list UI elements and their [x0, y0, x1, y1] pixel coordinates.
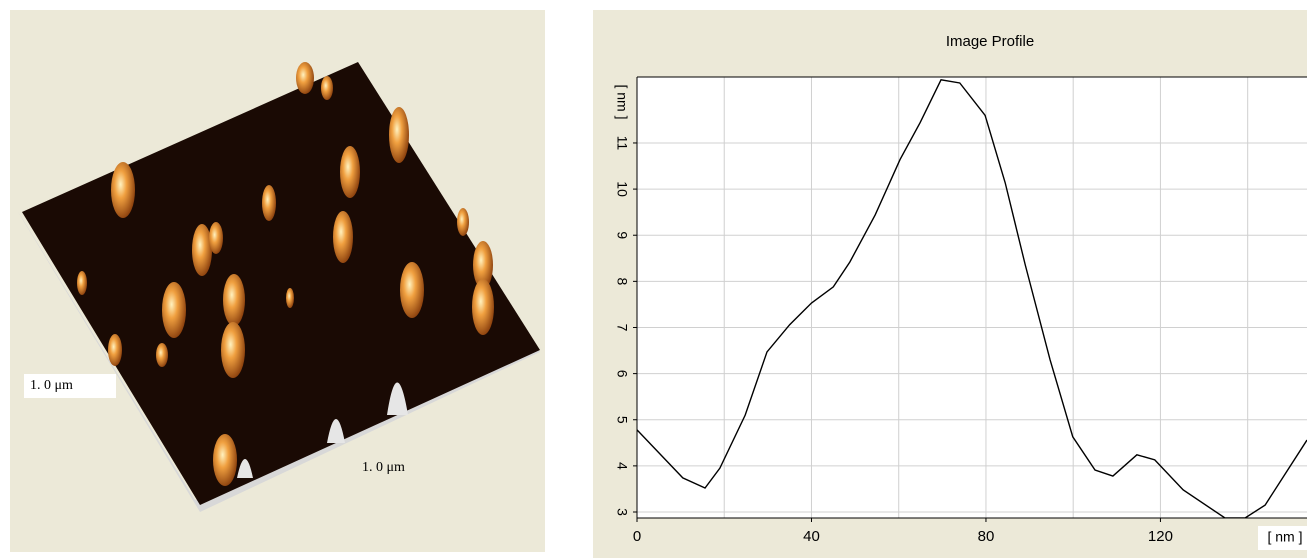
surface	[22, 62, 540, 505]
profile-line	[637, 78, 1307, 518]
y-tick-label: 9	[614, 231, 630, 239]
x-axis-label: [ nm ]	[1267, 529, 1302, 545]
chart-title: Image Profile	[946, 33, 1034, 50]
chart: 3 4 5 6 7 8 9 10 11 0 40 80 120 [ nm ] [ nm ]	[614, 76, 1307, 550]
y-tick-label: 11	[614, 136, 630, 151]
y-tick-label: 6	[614, 370, 630, 378]
plot-area	[637, 77, 1307, 518]
y-tick-label: 4	[614, 462, 630, 470]
y-tick-label: 3	[614, 508, 630, 516]
label-box	[24, 374, 116, 398]
x-tick-label: 80	[978, 528, 995, 545]
x-tick-label: 0	[633, 528, 641, 545]
y-tick-label: 10	[614, 181, 630, 197]
x-tick-label: 120	[1148, 528, 1173, 545]
y-tick-label: 7	[614, 324, 630, 332]
x-tick-label: 40	[803, 528, 820, 545]
scale-label: 1. 0 μm	[362, 460, 405, 475]
scale-label: 1. 0 μm	[30, 378, 73, 393]
y-axis-label: [ nm ]	[614, 84, 630, 119]
x-label-box	[1258, 526, 1307, 550]
y-tick-label: 8	[614, 277, 630, 285]
y-tick-label: 5	[614, 416, 630, 424]
peaks	[77, 62, 494, 486]
